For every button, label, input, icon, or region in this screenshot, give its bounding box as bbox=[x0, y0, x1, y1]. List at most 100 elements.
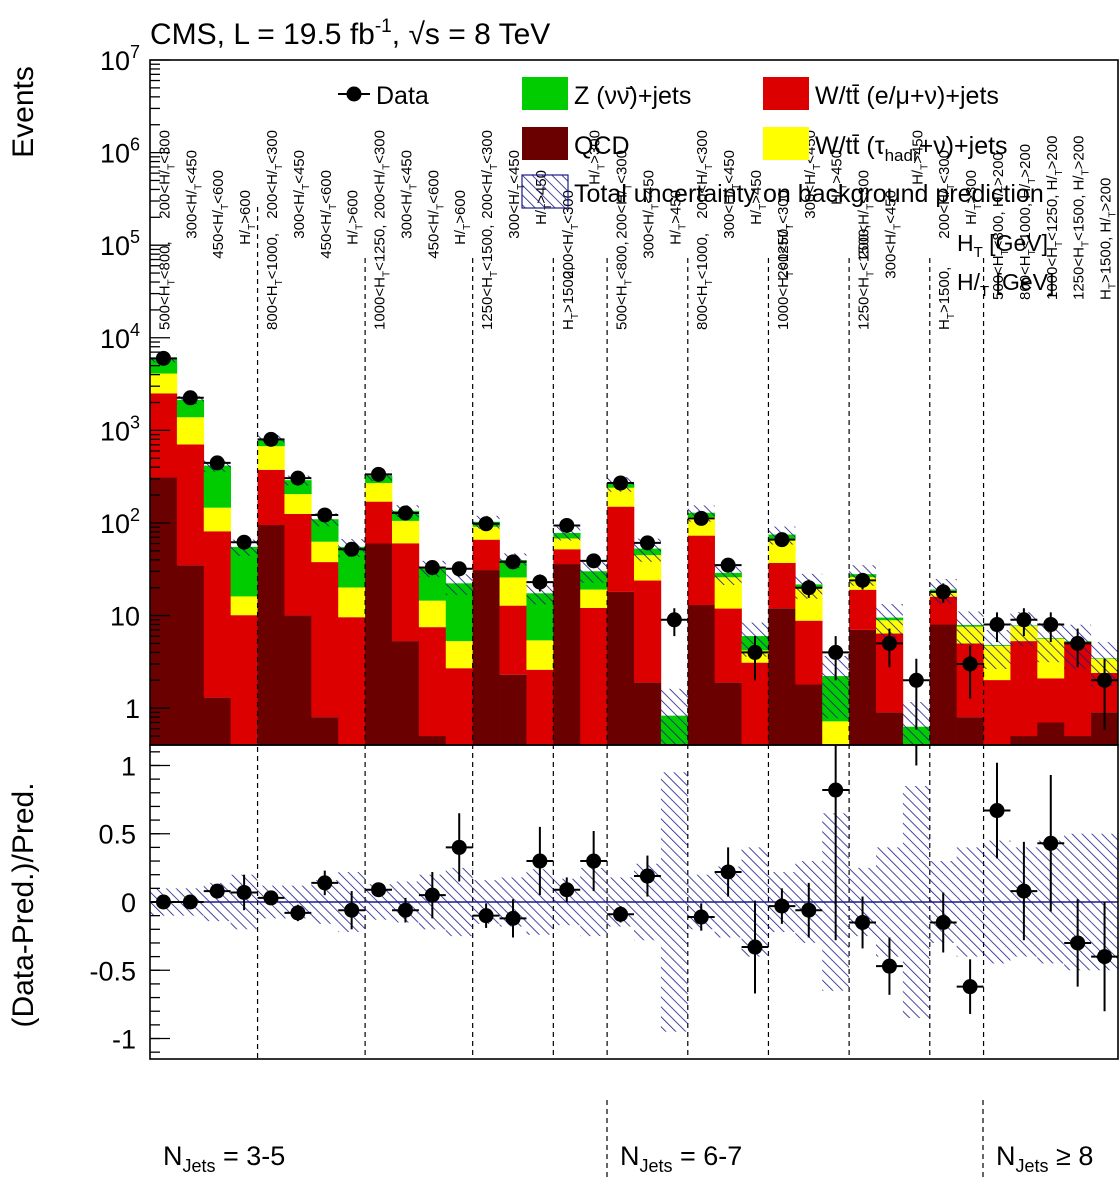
data-point-26 bbox=[849, 572, 876, 590]
ratio-point-35 bbox=[1091, 902, 1118, 1012]
ratio-point-7 bbox=[338, 891, 366, 930]
bar-wlep-8 bbox=[365, 501, 393, 544]
data-point-6 bbox=[311, 507, 339, 523]
bar-wlep-6 bbox=[311, 562, 339, 718]
data-point-27 bbox=[876, 628, 903, 668]
bar-wlep-7 bbox=[338, 617, 366, 745]
bar-wlep-13 bbox=[499, 605, 527, 675]
mht-label-21: 300<H/T<450 bbox=[721, 150, 742, 239]
bar-wlep-17 bbox=[607, 506, 635, 592]
lower-ylabel: (Data-Pred.)/Pred. bbox=[7, 782, 40, 1027]
bar-wtau-3 bbox=[230, 596, 258, 616]
bar-wlep-26 bbox=[849, 589, 877, 630]
data-point-35 bbox=[1091, 658, 1118, 730]
ratio-point-32 bbox=[1010, 841, 1038, 941]
bar-wtau-15 bbox=[553, 538, 581, 550]
data-point-9 bbox=[392, 505, 419, 521]
upper-ylabel: Events bbox=[7, 66, 40, 158]
legend-wlep-swatch bbox=[763, 77, 809, 110]
bar-wlep-3 bbox=[230, 615, 258, 745]
lower-ytick-1: 0.5 bbox=[98, 820, 136, 850]
bar-wlep-31 bbox=[983, 680, 1011, 745]
ratio-point-10 bbox=[418, 871, 446, 919]
mht-label-8: 200<H/T<300 bbox=[372, 130, 393, 219]
data-point-24 bbox=[795, 579, 823, 598]
legend-data-marker bbox=[338, 86, 370, 102]
legend-wtau: W/tt̄ (τhadr+ν)+jets bbox=[815, 132, 1008, 165]
data-point-34 bbox=[1064, 628, 1092, 668]
ratio-point-5 bbox=[284, 904, 312, 922]
bar-qcd-1 bbox=[176, 565, 205, 745]
data-point-2 bbox=[203, 455, 231, 471]
bar-wlep-1 bbox=[176, 444, 205, 566]
legend-data: Data bbox=[376, 82, 429, 110]
mht-label-29: 200<H/T<300 bbox=[936, 150, 957, 239]
bar-qcd-32 bbox=[1010, 736, 1038, 745]
bar-wlep-11 bbox=[445, 668, 473, 745]
ratio-point-15 bbox=[553, 877, 581, 902]
data-point-1 bbox=[176, 390, 204, 406]
unc-band-19 bbox=[660, 688, 688, 745]
bar-qcd-9 bbox=[392, 641, 420, 745]
ratio-point-23 bbox=[768, 888, 796, 924]
bar-wtau-12 bbox=[472, 526, 500, 540]
mht-label-10: 450<H/T<600 bbox=[425, 170, 446, 259]
legend: Data Z (νν̄)+jets W/tt̄ (e/μ+ν)+jets QCD… bbox=[338, 77, 1044, 209]
legend-z-swatch bbox=[522, 77, 568, 110]
njet-label-6-7: NJets = 6-7 bbox=[620, 1141, 742, 1176]
ht-label-6: 800<HT<1000, bbox=[694, 233, 715, 330]
data-point-33 bbox=[1037, 612, 1065, 643]
bar-wtau-16 bbox=[580, 589, 608, 608]
ratio-point-14 bbox=[526, 826, 554, 896]
ht-label-11: 800<HT<1000, H/T>200 bbox=[1017, 144, 1038, 300]
mht-label-18: 300<H/T<450 bbox=[640, 170, 661, 259]
data-point-31 bbox=[983, 612, 1011, 643]
data-point-10 bbox=[418, 560, 446, 576]
bar-wlep-18 bbox=[634, 580, 662, 683]
bar-wlep-2 bbox=[203, 531, 231, 698]
mht-label-19: H/T>450 bbox=[667, 190, 688, 245]
lower-ytick-4: -1 bbox=[112, 1025, 136, 1055]
ht-label-1: 800<HT<1000, bbox=[264, 233, 285, 330]
bar-wtau-5 bbox=[284, 494, 312, 514]
ht-label-3: 1250<HT<1500, bbox=[479, 225, 500, 330]
bar-qcd-29 bbox=[929, 624, 957, 745]
data-point-15 bbox=[553, 517, 581, 533]
bar-wtau-0 bbox=[150, 373, 178, 394]
ht-label-13: 1250<HT<1500, H/T>200 bbox=[1071, 136, 1092, 300]
unc-band-30 bbox=[956, 611, 984, 646]
bar-wtau-7 bbox=[338, 587, 366, 618]
ratio-point-16 bbox=[580, 831, 608, 892]
data-point-18 bbox=[634, 535, 661, 551]
ht-key: HT [GeV] bbox=[957, 230, 1048, 261]
unc-band-14 bbox=[526, 584, 554, 605]
data-point-17 bbox=[607, 475, 634, 491]
upper-ytick-1: 10 bbox=[110, 602, 140, 632]
bar-qcd-24 bbox=[795, 684, 823, 745]
data-point-8 bbox=[365, 466, 392, 482]
data-point-19 bbox=[660, 608, 688, 637]
data-point-11 bbox=[445, 561, 473, 577]
mht-label-4: 200<H/T<300 bbox=[264, 130, 285, 219]
bar-z-1 bbox=[176, 399, 205, 418]
bar-qcd-6 bbox=[311, 717, 339, 745]
bar-qcd-27 bbox=[876, 712, 904, 745]
data-point-5 bbox=[284, 470, 312, 486]
data-point-29 bbox=[929, 583, 957, 603]
legend-wtau-swatch bbox=[763, 127, 809, 160]
data-point-25 bbox=[822, 636, 850, 681]
lower-plot: 1 0.5 0 -0.5 -1 bbox=[89, 744, 1119, 1060]
upper-ytick-2: 102 bbox=[100, 505, 140, 539]
data-point-21 bbox=[714, 557, 742, 573]
bar-z-2 bbox=[203, 465, 231, 508]
legend-qcd-swatch bbox=[522, 127, 568, 160]
data-point-13 bbox=[499, 554, 527, 570]
unc-band-15 bbox=[553, 526, 581, 541]
data-point-14 bbox=[526, 574, 554, 592]
unc-band-16 bbox=[580, 562, 608, 583]
mht-label-28: H/T>450 bbox=[909, 130, 930, 185]
bar-qcd-30 bbox=[956, 717, 984, 745]
ht-label-8: 1250<HT<1500, bbox=[856, 225, 877, 330]
ht-label-9: HT>1500, bbox=[936, 267, 957, 330]
